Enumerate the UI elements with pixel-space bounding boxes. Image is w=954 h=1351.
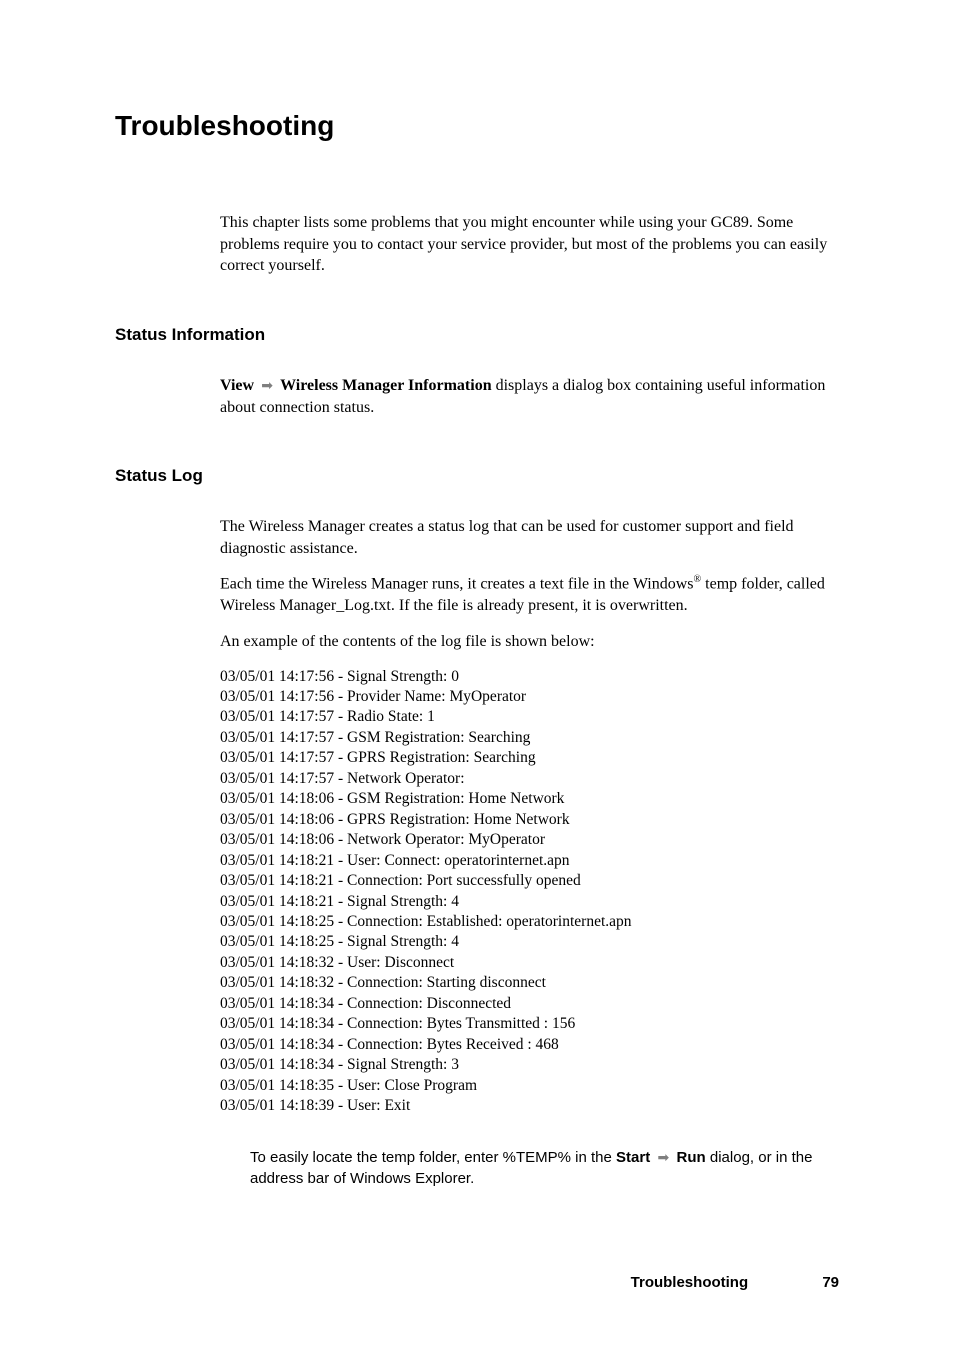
page-container: Troubleshooting This chapter lists some …	[0, 0, 954, 1351]
log-line: 03/05/01 14:17:56 - Provider Name: MyOpe…	[220, 687, 839, 707]
wmi-label: Wireless Manager Information	[280, 377, 492, 394]
footer-page-number: 79	[822, 1274, 839, 1291]
log-line: 03/05/01 14:18:34 - Connection: Bytes Tr…	[220, 1014, 839, 1034]
page-footer: Troubleshooting 79	[115, 1274, 839, 1291]
intro-text: This chapter lists some problems that yo…	[220, 212, 839, 277]
intro-block: This chapter lists some problems that yo…	[220, 212, 839, 277]
log-line: 03/05/01 14:18:35 - User: Close Program	[220, 1076, 839, 1096]
view-wmi-line: View ➡ Wireless Manager Information disp…	[220, 375, 839, 418]
log-line: 03/05/01 14:17:57 - GSM Registration: Se…	[220, 728, 839, 748]
arrow-icon: ➡	[259, 378, 275, 397]
log-line: 03/05/01 14:18:06 - GPRS Registration: H…	[220, 810, 839, 830]
log-line: 03/05/01 14:18:21 - Signal Strength: 4	[220, 892, 839, 912]
status-log-block: The Wireless Manager creates a status lo…	[220, 516, 839, 1188]
status-information-block: View ➡ Wireless Manager Information disp…	[220, 375, 839, 418]
log-line: 03/05/01 14:18:06 - Network Operator: My…	[220, 830, 839, 850]
p2-part-a: Each time the Wireless Manager runs, it …	[220, 576, 694, 593]
log-line: 03/05/01 14:18:39 - User: Exit	[220, 1096, 839, 1116]
log-lines: 03/05/01 14:17:56 - Signal Strength: 0 0…	[220, 667, 839, 1117]
log-line: 03/05/01 14:17:57 - Radio State: 1	[220, 707, 839, 727]
tip-part-a: To easily locate the temp folder, enter …	[250, 1149, 616, 1166]
log-line: 03/05/01 14:18:21 - Connection: Port suc…	[220, 871, 839, 891]
status-log-p3: An example of the contents of the log fi…	[220, 631, 839, 653]
log-line: 03/05/01 14:18:25 - Signal Strength: 4	[220, 932, 839, 952]
log-line: 03/05/01 14:17:56 - Signal Strength: 0	[220, 667, 839, 687]
tip-run-label: Run	[677, 1149, 706, 1166]
status-log-p2: Each time the Wireless Manager runs, it …	[220, 573, 839, 617]
log-line: 03/05/01 14:18:21 - User: Connect: opera…	[220, 851, 839, 871]
log-line: 03/05/01 14:18:25 - Connection: Establis…	[220, 912, 839, 932]
footer-title: Troubleshooting	[631, 1274, 749, 1291]
log-line: 03/05/01 14:17:57 - Network Operator:	[220, 769, 839, 789]
log-line: 03/05/01 14:18:34 - Signal Strength: 3	[220, 1055, 839, 1075]
arrow-icon: ➡	[655, 1148, 671, 1168]
status-log-p1: The Wireless Manager creates a status lo…	[220, 516, 839, 559]
log-line: 03/05/01 14:18:06 - GSM Registration: Ho…	[220, 789, 839, 809]
registered-mark: ®	[694, 574, 702, 585]
log-line: 03/05/01 14:18:34 - Connection: Bytes Re…	[220, 1035, 839, 1055]
section-heading-status-log: Status Log	[115, 466, 839, 486]
log-line: 03/05/01 14:18:32 - Connection: Starting…	[220, 973, 839, 993]
log-line: 03/05/01 14:17:57 - GPRS Registration: S…	[220, 748, 839, 768]
log-line: 03/05/01 14:18:32 - User: Disconnect	[220, 953, 839, 973]
tip-block: To easily locate the temp folder, enter …	[250, 1147, 830, 1189]
log-line: 03/05/01 14:18:34 - Connection: Disconne…	[220, 994, 839, 1014]
view-label: View	[220, 377, 254, 394]
page-title: Troubleshooting	[115, 110, 839, 142]
section-heading-status-information: Status Information	[115, 325, 839, 345]
tip-start-label: Start	[616, 1149, 650, 1166]
